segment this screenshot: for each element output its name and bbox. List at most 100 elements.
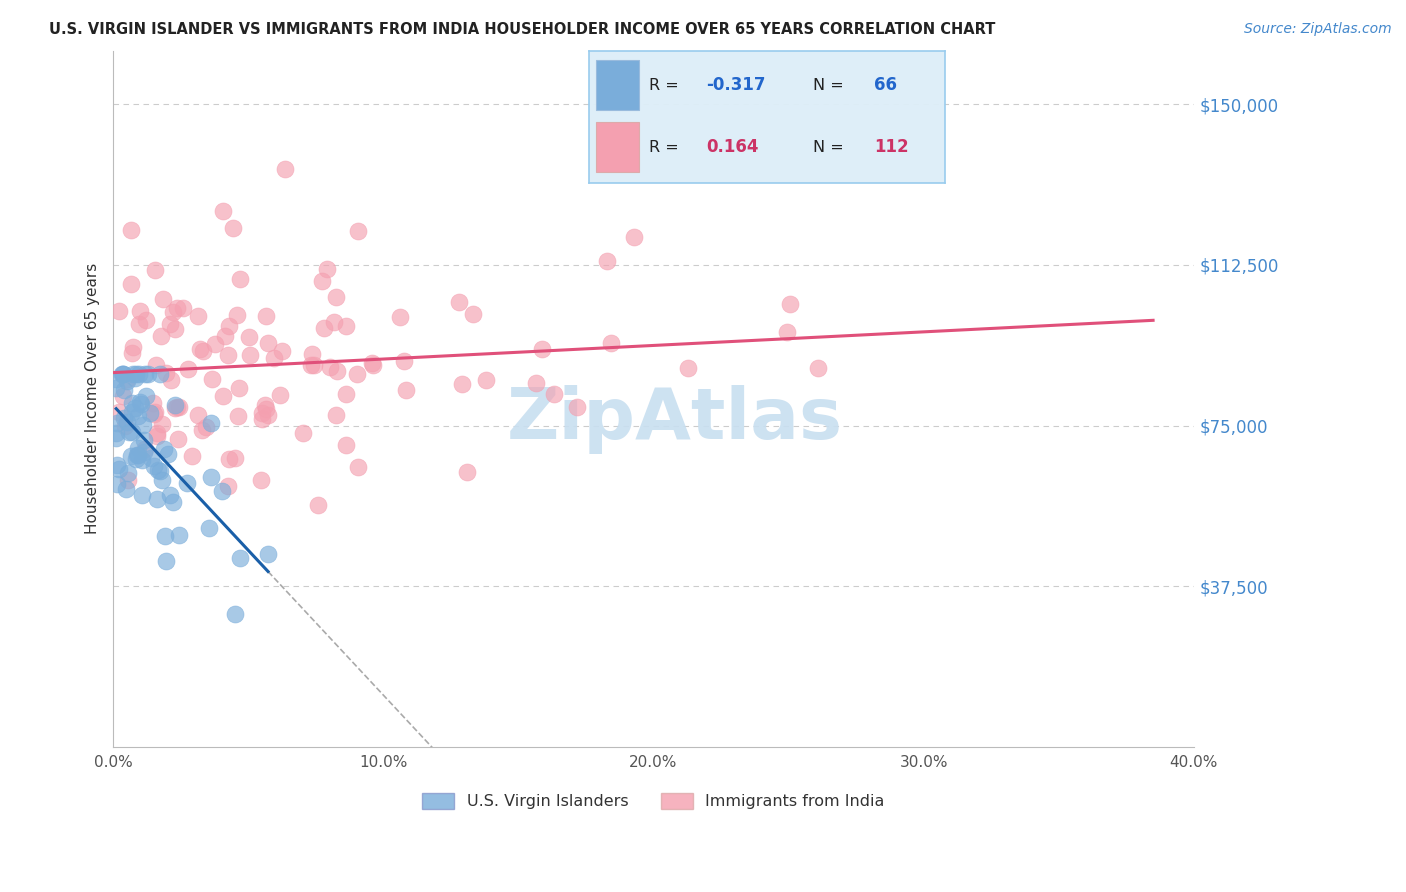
- Point: [254, 310, 277, 324]
- Point: [112, 388, 135, 402]
- Point: [623, 230, 645, 244]
- Point: [120, 277, 142, 292]
- Point: [124, 401, 146, 416]
- Point: [211, 484, 233, 499]
- Point: [105, 458, 128, 472]
- Point: [131, 453, 153, 467]
- Point: [257, 547, 280, 561]
- Point: [204, 337, 226, 351]
- Point: [177, 361, 200, 376]
- Point: [117, 474, 139, 488]
- Point: [152, 292, 174, 306]
- Point: [110, 368, 132, 382]
- Point: [776, 325, 799, 339]
- Point: [121, 405, 143, 419]
- Point: [166, 301, 188, 315]
- Point: [463, 308, 485, 322]
- Point: [105, 416, 128, 430]
- Point: [257, 408, 280, 422]
- Point: [395, 383, 418, 397]
- Point: [145, 358, 167, 372]
- Point: [335, 438, 357, 452]
- Point: [165, 401, 187, 415]
- Point: [148, 464, 170, 478]
- Point: [129, 397, 152, 411]
- Point: [117, 466, 139, 480]
- Point: [543, 387, 565, 401]
- Point: [314, 320, 336, 334]
- Point: [224, 451, 246, 466]
- Point: [347, 224, 370, 238]
- Point: [143, 458, 166, 473]
- Point: [125, 368, 148, 382]
- Point: [112, 411, 135, 425]
- Point: [145, 263, 167, 277]
- Point: [201, 372, 224, 386]
- Point: [149, 368, 172, 382]
- Point: [392, 354, 415, 368]
- Point: [121, 345, 143, 359]
- Point: [160, 373, 183, 387]
- Point: [325, 408, 347, 422]
- Point: [127, 448, 149, 462]
- Point: [112, 383, 135, 397]
- Point: [254, 402, 277, 417]
- Point: [323, 315, 346, 329]
- Y-axis label: Householder Income Over 65 years: Householder Income Over 65 years: [86, 263, 100, 534]
- Point: [301, 347, 323, 361]
- Point: [107, 477, 129, 491]
- Point: [150, 473, 173, 487]
- Point: [238, 330, 260, 344]
- Legend: U.S. Virgin Islanders, Immigrants from India: U.S. Virgin Islanders, Immigrants from I…: [416, 786, 891, 815]
- Point: [524, 376, 547, 390]
- Point: [167, 432, 190, 446]
- Point: [122, 368, 145, 382]
- Point: [176, 476, 198, 491]
- Point: [132, 444, 155, 458]
- Point: [307, 498, 329, 512]
- Point: [191, 423, 214, 437]
- Point: [157, 447, 180, 461]
- Point: [239, 348, 262, 362]
- Point: [567, 401, 589, 415]
- Point: [249, 473, 271, 487]
- Point: [166, 400, 188, 414]
- Point: [143, 405, 166, 419]
- Point: [807, 361, 830, 376]
- Point: [127, 441, 149, 455]
- Point: [271, 343, 294, 358]
- Point: [127, 409, 149, 424]
- Point: [118, 425, 141, 439]
- Point: [228, 381, 250, 395]
- Point: [105, 372, 128, 386]
- Point: [155, 366, 177, 380]
- Point: [302, 358, 325, 372]
- Point: [599, 335, 621, 350]
- Point: [228, 551, 250, 566]
- Point: [139, 406, 162, 420]
- Point: [139, 450, 162, 465]
- Point: [347, 459, 370, 474]
- Point: [263, 351, 285, 365]
- Point: [128, 368, 150, 382]
- Text: U.S. VIRGIN ISLANDER VS IMMIGRANTS FROM INDIA HOUSEHOLDER INCOME OVER 65 YEARS C: U.S. VIRGIN ISLANDER VS IMMIGRANTS FROM …: [49, 22, 995, 37]
- Point: [228, 409, 250, 424]
- Point: [269, 387, 291, 401]
- Point: [148, 463, 170, 477]
- Point: [456, 466, 478, 480]
- Point: [108, 405, 131, 419]
- Point: [165, 322, 187, 336]
- Point: [136, 368, 159, 382]
- Point: [214, 328, 236, 343]
- Point: [212, 204, 235, 219]
- Point: [105, 431, 128, 445]
- Point: [319, 360, 342, 375]
- Point: [115, 372, 138, 386]
- Point: [105, 381, 128, 395]
- Point: [162, 495, 184, 509]
- Point: [187, 408, 209, 422]
- Point: [335, 318, 357, 333]
- Point: [125, 452, 148, 467]
- Point: [134, 368, 156, 382]
- Point: [226, 308, 249, 322]
